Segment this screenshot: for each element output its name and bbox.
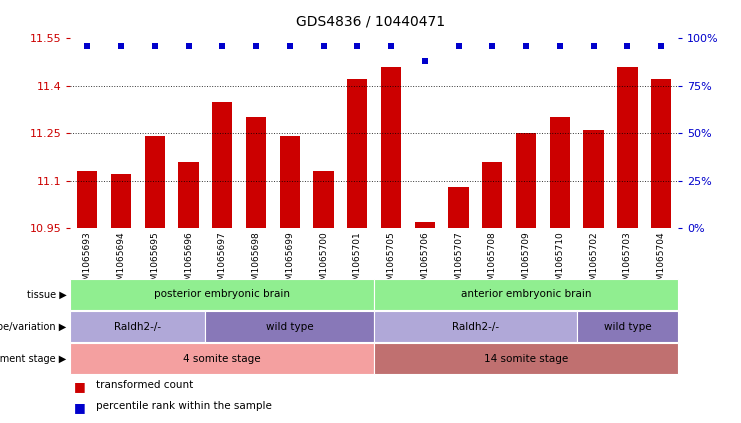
Text: development stage ▶: development stage ▶ <box>0 354 67 364</box>
Bar <box>279 137 300 228</box>
Text: wild type: wild type <box>266 321 313 332</box>
Text: anterior embryonic brain: anterior embryonic brain <box>461 289 591 299</box>
Text: wild type: wild type <box>604 321 651 332</box>
Text: tissue ▶: tissue ▶ <box>27 289 67 299</box>
Bar <box>348 80 368 228</box>
Text: ■: ■ <box>74 401 86 415</box>
Text: percentile rank within the sample: percentile rank within the sample <box>96 401 272 412</box>
Text: Raldh2-/-: Raldh2-/- <box>452 321 499 332</box>
Text: transformed count: transformed count <box>96 380 193 390</box>
Bar <box>212 102 233 228</box>
Text: Raldh2-/-: Raldh2-/- <box>114 321 162 332</box>
Text: 14 somite stage: 14 somite stage <box>484 354 568 364</box>
Bar <box>111 175 131 228</box>
Bar <box>415 222 435 228</box>
Bar <box>617 67 637 228</box>
Bar <box>516 133 536 228</box>
Bar <box>550 117 570 228</box>
Bar <box>179 162 199 228</box>
Bar <box>651 80 671 228</box>
Text: 4 somite stage: 4 somite stage <box>184 354 261 364</box>
Bar <box>583 130 604 228</box>
Bar <box>77 171 97 228</box>
Text: genotype/variation ▶: genotype/variation ▶ <box>0 321 67 332</box>
Bar <box>313 171 333 228</box>
Text: GDS4836 / 10440471: GDS4836 / 10440471 <box>296 15 445 29</box>
Bar <box>381 67 401 228</box>
Text: ■: ■ <box>74 380 86 393</box>
Bar <box>144 137 165 228</box>
Bar <box>482 162 502 228</box>
Bar <box>246 117 266 228</box>
Bar <box>448 187 469 228</box>
Text: posterior embryonic brain: posterior embryonic brain <box>154 289 290 299</box>
